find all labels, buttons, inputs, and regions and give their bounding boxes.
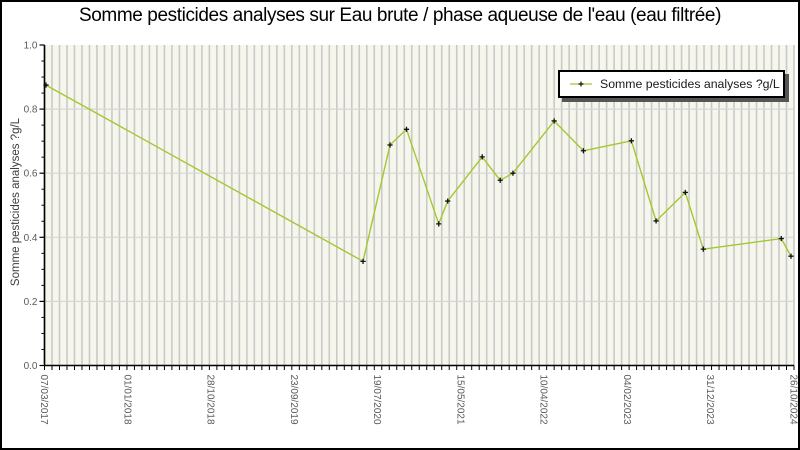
data-point-marker [682, 189, 688, 196]
x-ticks [44, 365, 795, 370]
x-tick-label: 23/09/2019 [288, 375, 299, 425]
data-point-markers [43, 82, 794, 264]
data-point-marker [700, 246, 706, 252]
x-tick-label: 01/01/2018 [121, 375, 132, 425]
y-tick-label: 0.0 [24, 361, 38, 372]
data-point-marker [580, 148, 586, 154]
chart-title: Somme pesticides analyses sur Eau brute … [78, 5, 722, 26]
vertical-gridlines [43, 45, 795, 366]
data-point-marker [360, 258, 366, 264]
data-point-marker [497, 177, 503, 183]
data-point-marker [387, 142, 393, 148]
y-tick-labels: 0.0 0.2 0.4 0.6 0.8 1.0 [24, 41, 38, 373]
x-tick-labels: 07/03/2017 01/01/2018 28/10/2018 23/09/2019… [38, 375, 799, 425]
y-tick-label: 0.4 [24, 233, 38, 244]
legend: Somme pesticides analyses ?g/L [558, 70, 785, 98]
x-tick-label: 04/02/2023 [621, 375, 632, 425]
y-axis-label: Somme pesticides analyses ?g/L [10, 117, 22, 287]
data-point-marker [43, 82, 49, 88]
y-tick-label: 0.8 [24, 105, 38, 116]
y-ticks [39, 44, 45, 367]
x-tick-label: 26/10/2024 [788, 375, 799, 425]
data-point-marker [551, 118, 557, 124]
y-tick-label: 1.0 [24, 41, 38, 52]
horizontal-gridlines [44, 108, 794, 302]
data-point-marker [653, 218, 659, 224]
data-point-marker [403, 126, 410, 132]
x-tick-label: 10/04/2022 [538, 375, 549, 425]
x-tick-label: 28/10/2018 [205, 375, 216, 425]
data-point-marker [778, 235, 784, 242]
x-tick-label: 15/05/2021 [454, 375, 465, 425]
y-tick-label: 0.6 [24, 169, 38, 180]
x-tick-label: 31/12/2023 [704, 375, 715, 425]
data-point-marker [436, 221, 442, 227]
legend-label: Somme pesticides analyses ?g/L [600, 77, 780, 91]
x-tick-label: 07/03/2017 [38, 375, 49, 425]
data-point-marker [445, 198, 451, 204]
data-point-marker [628, 138, 634, 144]
y-tick-label: 0.2 [24, 297, 38, 308]
x-tick-label: 19/07/2020 [371, 375, 382, 425]
data-point-marker [510, 170, 516, 176]
data-point-marker [479, 154, 485, 160]
legend-line-marker-icon [570, 81, 592, 87]
data-point-marker [788, 253, 794, 259]
